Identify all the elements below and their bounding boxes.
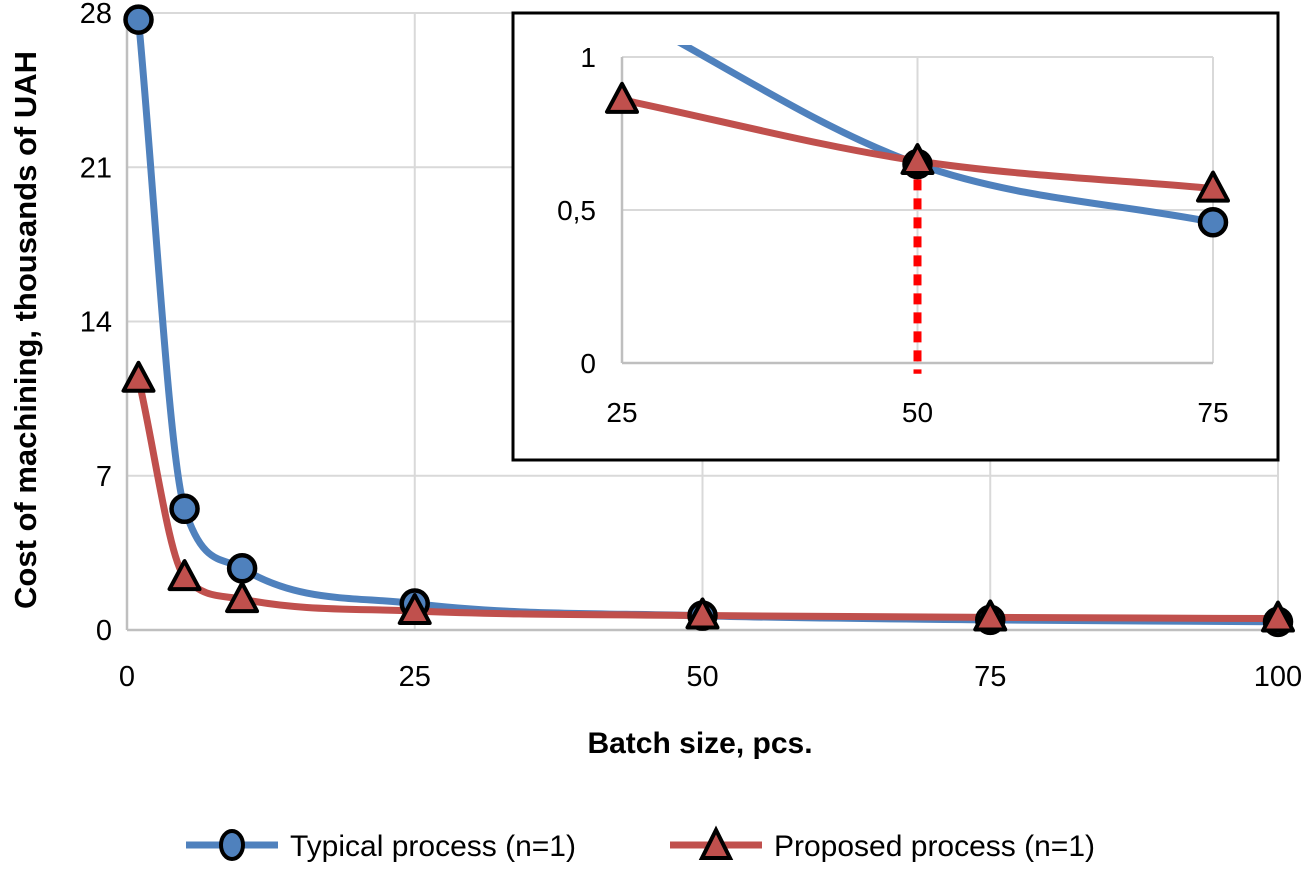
data-point-triangle <box>121 360 156 393</box>
y-tick-label: 28 <box>80 0 112 30</box>
inset-x-tick-labels: 25 50 75 <box>606 397 1228 428</box>
main-data-markers <box>121 4 1295 638</box>
y-axis-title: Cost of machining, thousands of UAH <box>8 51 43 609</box>
data-point-triangle <box>225 581 260 614</box>
data-point-triangle <box>1196 170 1230 203</box>
x-tick-label: 0 <box>119 661 135 693</box>
inset-x-tick-label: 50 <box>902 397 933 428</box>
inset-y-tick-label: 0,5 <box>557 195 596 226</box>
data-point-triangle <box>605 81 639 114</box>
y-tick-label: 7 <box>96 461 112 493</box>
data-point-triangle <box>973 599 1008 632</box>
data-point-triangle <box>397 593 432 626</box>
data-point-triangle <box>167 559 202 592</box>
inset-chart: 00,51 25 50 75 <box>511 11 1280 462</box>
data-point-circle <box>123 4 154 35</box>
inset-y-tick-labels: 00,51 <box>557 42 596 379</box>
legend-typical-label: Typical process (n=1) <box>290 830 576 863</box>
legend-item-typical: Typical process (n=1) <box>186 829 576 863</box>
x-tick-label: 50 <box>686 661 718 693</box>
data-point-triangle <box>900 143 935 176</box>
inset-x-tick-label: 25 <box>606 397 637 428</box>
legend-item-proposed: Proposed process (n=1) <box>670 825 1095 863</box>
legend-proposed-triangle-marker <box>698 825 734 860</box>
inset-border <box>511 11 1280 462</box>
data-point-triangle <box>1261 600 1295 633</box>
y-axis-tick-labels: 0 7 14 21 28 <box>80 0 112 647</box>
data-point-triangle <box>685 597 720 630</box>
legend-proposed-label: Proposed process (n=1) <box>774 830 1095 863</box>
inset-y-tick-label: 0 <box>580 348 596 379</box>
data-point-circle <box>1197 206 1229 238</box>
y-tick-label: 14 <box>80 307 112 339</box>
x-tick-label: 75 <box>974 661 1006 693</box>
x-tick-label: 25 <box>399 661 431 693</box>
inset-data-markers <box>605 81 1230 238</box>
data-point-circle <box>226 553 258 584</box>
x-axis-tick-labels: 0 25 50 75 100 <box>119 661 1302 693</box>
y-tick-label: 21 <box>80 152 112 184</box>
data-point-circle <box>169 493 200 525</box>
y-tick-label: 0 <box>96 615 112 647</box>
x-tick-label: 100 <box>1254 661 1302 693</box>
legend-typical-circle-marker <box>219 829 245 861</box>
inset-y-tick-label: 1 <box>580 42 596 73</box>
legend: Typical process (n=1) Proposed process (… <box>186 825 1095 863</box>
x-axis-title: Batch size, pcs. <box>587 727 812 760</box>
inset-x-tick-label: 75 <box>1197 397 1228 428</box>
